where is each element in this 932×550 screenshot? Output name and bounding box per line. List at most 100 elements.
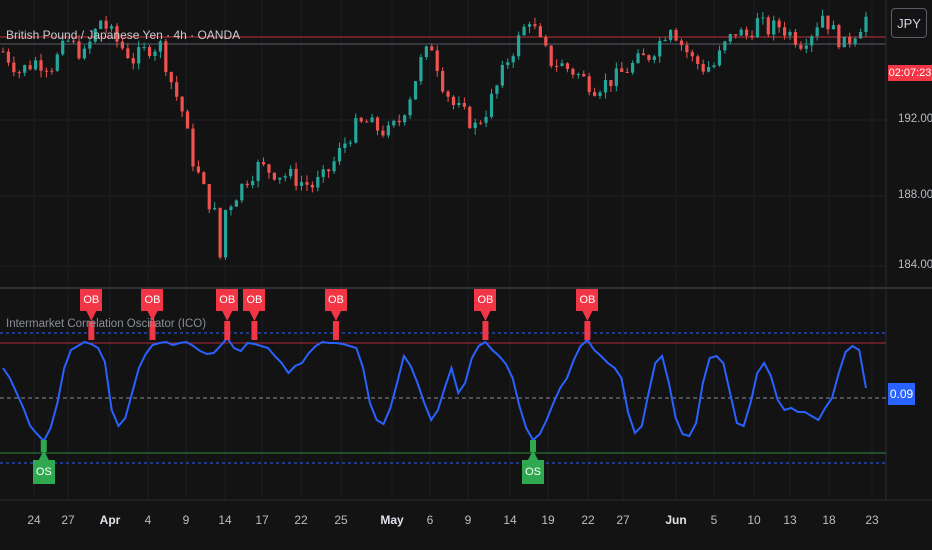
time-axis-label: 6 — [426, 513, 434, 527]
candle-body — [375, 117, 380, 131]
candle-body — [587, 76, 591, 93]
time-axis-label: May — [380, 513, 404, 527]
ob-signal-label: OB — [324, 289, 347, 311]
candle-body — [517, 35, 521, 57]
candle-body — [1, 51, 5, 53]
candle-body — [479, 122, 483, 124]
candle-body — [6, 51, 11, 63]
candle-body — [506, 62, 510, 66]
time-axis-label: 13 — [783, 513, 797, 527]
ob-signal-pointer — [249, 311, 260, 321]
candle-body — [218, 207, 222, 258]
candle-body — [625, 71, 629, 73]
oscillator-levels — [0, 332, 886, 464]
candle-body — [17, 72, 21, 74]
candle-body — [777, 20, 781, 28]
time-axis-label: 9 — [464, 513, 472, 527]
currency-button[interactable]: JPY — [891, 8, 927, 38]
candle-body — [603, 80, 608, 93]
oscillator-line[interactable] — [2, 336, 867, 443]
candle-body — [359, 117, 363, 122]
candle-body — [104, 20, 108, 29]
time-axis-label: 10 — [747, 513, 761, 527]
candle-body — [354, 117, 358, 143]
candle-body — [61, 40, 65, 55]
signal-pointers — [38, 311, 593, 460]
time-axis-label: 18 — [822, 513, 836, 527]
candle-body — [544, 37, 548, 46]
candle-body — [23, 65, 27, 73]
candle-body — [424, 46, 428, 58]
time-axis-label: 5 — [710, 513, 718, 527]
candle-body — [782, 27, 787, 36]
candle-body — [652, 56, 656, 60]
candlestick-series[interactable] — [1, 9, 868, 260]
candle-body — [511, 56, 515, 63]
candle-body — [750, 35, 754, 38]
candle-body — [370, 117, 374, 123]
price-label: 184.000 — [898, 259, 932, 271]
candle-body — [820, 15, 825, 28]
candle-body — [468, 106, 472, 129]
candle-body — [685, 45, 689, 53]
candle-body — [234, 200, 238, 207]
candle-body — [164, 41, 168, 73]
candle-body — [294, 168, 298, 186]
symbol-title[interactable]: British Pound / Japanese Yen · 4h · OAND… — [6, 28, 241, 42]
candle-body — [614, 68, 618, 87]
candle-body — [50, 70, 54, 72]
candle-body — [679, 40, 684, 46]
candle-body — [636, 53, 640, 63]
candle-body — [451, 96, 456, 106]
candle-body — [55, 54, 59, 71]
time-axis-label: 25 — [334, 513, 348, 527]
candle-body — [804, 45, 808, 49]
candle-body — [332, 161, 336, 172]
candle-body — [321, 169, 325, 177]
candle-body — [500, 65, 504, 86]
ob-signal-pointer — [330, 311, 341, 321]
candle-body — [522, 26, 526, 36]
candle-body — [620, 68, 624, 72]
candle-body — [12, 62, 16, 73]
candle-body — [39, 60, 43, 71]
ob-signal-label: OB — [474, 289, 497, 311]
time-axis-label: 4 — [144, 513, 152, 527]
candle-body — [256, 161, 260, 181]
candle-body — [202, 172, 206, 185]
candle-body — [609, 80, 613, 87]
candle-body — [169, 72, 173, 83]
candle-body — [327, 169, 331, 172]
candle-body — [82, 48, 87, 59]
candle-body — [571, 68, 575, 75]
candle-body — [430, 46, 434, 51]
candle-body — [826, 15, 830, 30]
candle-body — [316, 176, 320, 188]
candle-body — [343, 143, 347, 148]
candle-body — [120, 41, 125, 49]
candle-body — [278, 177, 282, 180]
candle-body — [734, 34, 738, 36]
candle-body — [71, 40, 76, 42]
candle-body — [93, 28, 97, 42]
time-axis-label: 24 — [27, 513, 41, 527]
candle-body — [126, 48, 130, 59]
candle-body — [723, 41, 727, 51]
candle-body — [289, 168, 293, 177]
candle-body — [565, 63, 570, 69]
indicator-title[interactable]: Intermarket Correlation Oscillator (ICO) — [6, 318, 207, 330]
candle-body — [831, 25, 836, 30]
ob-signal-label: OB — [141, 289, 164, 311]
candle-body — [403, 115, 407, 123]
time-axis-label: Jun — [665, 513, 687, 527]
candle-body — [772, 20, 776, 35]
time-axis-label: 14 — [503, 513, 517, 527]
os-signal-label: OS — [32, 460, 55, 484]
candle-body — [386, 125, 390, 136]
candle-body — [185, 111, 190, 129]
candle-body — [663, 39, 667, 41]
candle-body — [413, 81, 418, 100]
candle-body — [240, 183, 244, 201]
candle-body — [158, 41, 163, 52]
